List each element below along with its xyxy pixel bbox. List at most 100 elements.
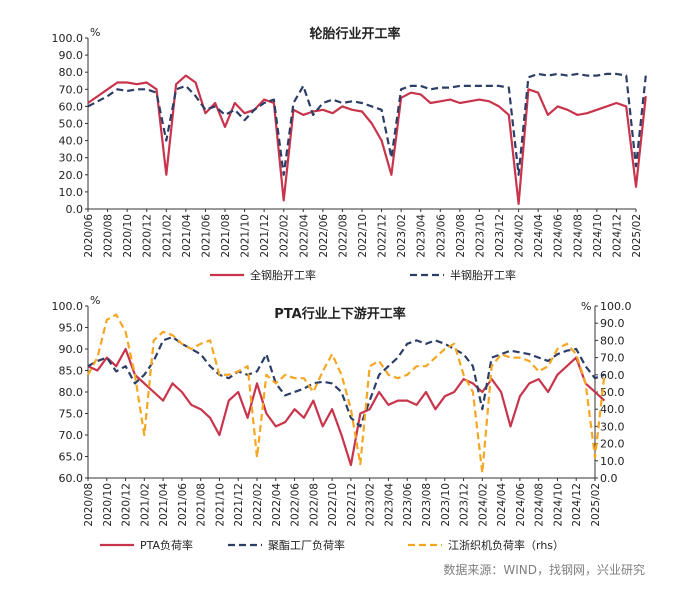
y-tick-label-left: 90.0: [59, 49, 84, 62]
x-tick-label: 2024/04: [533, 214, 545, 258]
x-tick-label: 2022/04: [271, 483, 283, 527]
x-tick-label: 2021/10: [240, 214, 252, 258]
x-tick-label: 2025/02: [590, 483, 602, 527]
y-tick-label-left: 80.0: [59, 386, 84, 399]
y-tick-label-left: 60.0: [59, 100, 84, 113]
y-tick-label-right: 60.0: [600, 369, 625, 382]
x-tick-label: 2022/06: [290, 483, 302, 527]
y-tick-label-left: 30.0: [59, 152, 84, 165]
x-tick-label: 2020/12: [142, 214, 154, 258]
x-tick-label: 2022/04: [298, 214, 310, 258]
x-tick-label: 2021/08: [196, 483, 208, 527]
y-unit-left: %: [90, 294, 100, 307]
legend-label-1: 全钢胎开工率: [250, 268, 316, 282]
y-tick-label-right: 90.0: [600, 317, 625, 330]
x-tick-label: 2023/08: [421, 483, 433, 527]
y-tick-label-left: 95.0: [59, 322, 84, 335]
x-tick-label: 2022/12: [377, 214, 389, 258]
x-tick-label: 2024/10: [592, 214, 604, 258]
x-tick-label: 2021/10: [214, 483, 226, 527]
x-tick-label: 2020/12: [121, 483, 133, 527]
x-tick-label: 2022/08: [308, 483, 320, 527]
x-tick-label: 2021/08: [220, 214, 232, 258]
x-tick-label: 2021/02: [139, 483, 151, 527]
y-tick-label-right: 30.0: [600, 420, 625, 433]
x-tick-label: 2021/06: [200, 214, 212, 258]
y-tick-label-left: 90.0: [59, 343, 84, 356]
x-tick-label: 2022/06: [318, 214, 330, 258]
x-tick-label: 2024/08: [534, 483, 546, 527]
x-tick-label: 2022/08: [337, 214, 349, 258]
x-tick-label: 2024/12: [611, 214, 623, 258]
y-tick-label-left: 80.0: [59, 66, 84, 79]
y-tick-label-left: 60.0: [59, 472, 84, 485]
x-tick-label: 2023/10: [440, 483, 452, 527]
series-line-1: [87, 347, 606, 467]
y-tick-label-left: 10.0: [59, 186, 84, 199]
y-tick-label-left: 0.0: [66, 203, 84, 216]
y-tick-label-right: 0.0: [600, 472, 618, 485]
x-tick-label: 2023/12: [494, 214, 506, 258]
x-tick-label: 2023/06: [402, 483, 414, 527]
x-tick-label: 2023/04: [383, 483, 395, 527]
x-tick-label: 2021/04: [181, 214, 193, 258]
x-tick-label: 2024/02: [477, 483, 489, 527]
x-tick-label: 2024/08: [572, 214, 584, 258]
x-tick-label: 2024/10: [552, 483, 564, 527]
x-tick-label: 2020/10: [122, 214, 134, 258]
y-tick-label-left: 100.0: [52, 300, 84, 313]
x-tick-label: 2024/06: [553, 214, 565, 258]
x-tick-label: 2023/06: [435, 214, 447, 258]
y-tick-label-right: 10.0: [600, 455, 625, 468]
y-tick-label-left: 70.0: [59, 429, 84, 442]
legend-label-1: PTA负荷率: [140, 538, 193, 552]
x-tick-label: 2022/02: [252, 483, 264, 527]
x-tick-label: 2020/06: [83, 214, 95, 258]
y-tick-label-right: 50.0: [600, 386, 625, 399]
x-tick-label: 2023/10: [474, 214, 486, 258]
x-tick-label: 2021/04: [158, 483, 170, 527]
x-tick-label: 2023/12: [459, 483, 471, 527]
y-tick-label-right: 70.0: [600, 352, 625, 365]
x-tick-label: 2022/10: [327, 483, 339, 527]
series-line-3: [87, 313, 606, 474]
x-tick-label: 2021/06: [177, 483, 189, 527]
y-tick-label-left: 50.0: [59, 118, 84, 131]
y-tick-label-left: 75.0: [59, 408, 84, 421]
x-tick-label: 2020/08: [83, 483, 95, 527]
x-tick-label: 2021/12: [233, 483, 245, 527]
x-tick-label: 2022/12: [346, 483, 358, 527]
chart-title: 轮胎行业开工率: [309, 26, 400, 42]
y-tick-label-left: 70.0: [59, 83, 84, 96]
y-tick-label-right: 40.0: [600, 403, 625, 416]
y-tick-label-left: 20.0: [59, 169, 84, 182]
source-note: 数据来源：WIND，找钢网，兴业研究: [443, 563, 645, 577]
x-tick-label: 2021/12: [259, 214, 271, 258]
legend-label-3: 江浙织机负荷率（rhs）: [448, 538, 564, 552]
x-tick-label: 2023/04: [416, 214, 428, 258]
y-tick-label-right: 20.0: [600, 438, 625, 451]
x-tick-label: 2025/02: [631, 214, 643, 258]
x-tick-label: 2022/10: [357, 214, 369, 258]
y-unit-right: %: [581, 300, 591, 313]
x-tick-label: 2024/02: [514, 214, 526, 258]
y-tick-label-left: 100.0: [52, 32, 84, 45]
chart-title: PTA行业上下游开工率: [274, 306, 405, 322]
y-tick-label-right: 100.0: [600, 300, 632, 313]
y-tick-label-left: 85.0: [59, 365, 84, 378]
legend-label-2: 聚酯工厂负荷率: [268, 538, 345, 552]
series-line-2: [87, 72, 647, 176]
x-tick-label: 2021/02: [161, 214, 173, 258]
tire-chart: 轮胎行业开工率 0.0 10.0 20.0 30.0 40.0 50.0 60.0 70.0 80…: [52, 26, 647, 282]
pta-chart: PTA行业上下游开工率 60.0 65.0 70.0 75.0 80.0 85.0 90.0 9…: [52, 294, 632, 552]
x-tick-label: 2023/02: [365, 483, 377, 527]
x-tick-label: 2020/08: [103, 214, 115, 258]
y-tick-label-left: 40.0: [59, 135, 84, 148]
x-tick-label: 2024/12: [571, 483, 583, 527]
series-line-1: [87, 74, 647, 205]
x-tick-label: 2023/02: [396, 214, 408, 258]
x-tick-label: 2020/10: [102, 483, 114, 527]
series-line-2: [87, 335, 605, 428]
y-tick-label-right: 80.0: [600, 334, 625, 347]
